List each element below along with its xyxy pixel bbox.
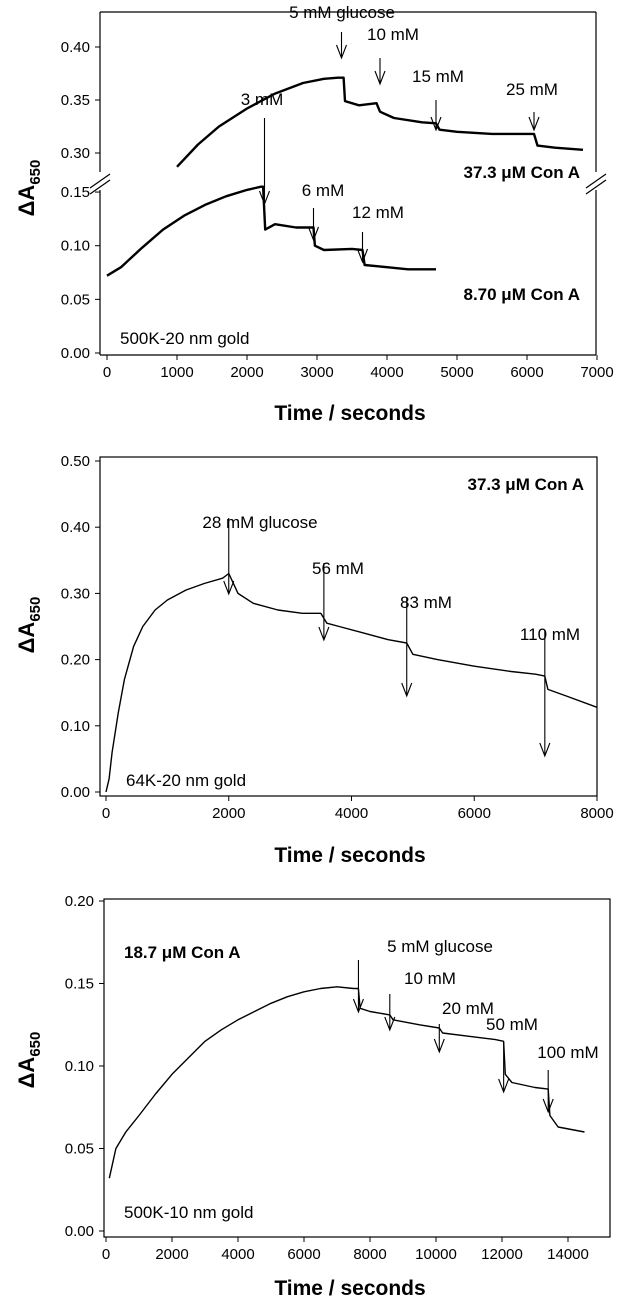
chart3-x-axis-title: Time / seconds <box>274 1277 425 1300</box>
chart2-event-label-1: 56 mM <box>312 559 364 578</box>
chart1-y-tick-label-lower-1: 0.10 <box>61 238 90 255</box>
chart1-upper-event-arrow-0 <box>335 32 348 60</box>
chart2-y-tick-label-3: 0.30 <box>61 585 90 602</box>
chart1-lower-event-arrow-0 <box>258 118 271 206</box>
chart2-x-tick-label-1: 2000 <box>212 805 245 822</box>
chart1-y-axis-title: ΔA650 <box>14 160 44 217</box>
chart2-y-axis-title: ΔA650 <box>14 597 44 654</box>
chart1-upper-event-label-1: 10 mM <box>367 25 419 44</box>
chart3-event-label-0: 5 mM glucose <box>387 937 493 956</box>
chart1-x-tick-label-3: 3000 <box>300 364 333 381</box>
chart1-upper-event-label-2: 15 mM <box>412 67 464 86</box>
chart2-event-arrow-2 <box>401 598 413 698</box>
chart3-x-tick-label-3: 6000 <box>287 1246 320 1263</box>
chart1-series-lower-line <box>106 185 436 277</box>
chart3-event-label-2: 20 mM <box>442 999 494 1018</box>
chart3-x-tick-label-1: 2000 <box>155 1246 188 1263</box>
chart2-y-tick-label-5: 0.50 <box>61 453 90 470</box>
chart1-y-tick-label-upper-2: 0.35 <box>61 92 90 109</box>
chart3-event-label-4: 100 mM <box>537 1043 598 1062</box>
chart2-event-arrow-0 <box>223 518 235 596</box>
chart3-series-label: 18.7 μM Con A <box>124 943 241 962</box>
chart3-y-axis-title: ΔA650 <box>14 1032 44 1089</box>
chart2-event-arrow-1 <box>318 563 330 642</box>
chart1-sample-label: 500K-20 nm gold <box>120 329 249 348</box>
chart3-x-tick-label-5: 10000 <box>415 1246 457 1263</box>
chart2-x-tick-label-3: 6000 <box>458 805 491 822</box>
chart1-x-tick-label-1: 1000 <box>160 364 193 381</box>
chart1-series-upper-line <box>176 76 584 168</box>
chart2-series-label: 37.3 μM Con A <box>467 475 584 494</box>
chart1-x-tick-label-4: 4000 <box>370 364 403 381</box>
chart3-x-tick-label-4: 8000 <box>353 1246 386 1263</box>
chart1-axis-break-left <box>89 173 111 195</box>
chart1-axis-break-right <box>585 173 607 195</box>
chart3-x-tick-label-2: 4000 <box>221 1246 254 1263</box>
chart1-y-tick-label-upper-0: 0.45 <box>61 0 90 3</box>
chart3-event-arrow-3 <box>498 1042 510 1094</box>
chart1-y-tick-label-lower-0: 0.15 <box>61 184 90 201</box>
chart2-y-tick-label-4: 0.40 <box>61 519 90 536</box>
chart2-y-tick-label-0: 0.00 <box>61 784 90 801</box>
chart2-y-tick-label-1: 0.10 <box>61 718 90 735</box>
chart2-event-arrow-3 <box>539 630 551 758</box>
chart3-event-label-1: 10 mM <box>404 969 456 988</box>
chart1-x-tick-label-2: 2000 <box>230 364 263 381</box>
chart2-series-line <box>105 572 598 793</box>
chart1-series-lower-label: 8.70 μM Con A <box>463 285 580 304</box>
chart1-x-tick-label-7: 7000 <box>580 364 613 381</box>
chart3-plot-frame <box>103 898 611 1238</box>
chart1-y-tick-label-upper-1: 0.40 <box>61 39 90 56</box>
chart1-upper-event-arrow-1 <box>374 58 386 86</box>
chart3-event-arrow-1 <box>384 994 396 1032</box>
chart1-upper-event-label-0: 5 mM glucose <box>289 3 395 22</box>
chart2-x-tick-label-4: 8000 <box>580 805 613 822</box>
chart3-event-arrow-4 <box>542 1070 554 1114</box>
chart2-x-axis-title: Time / seconds <box>274 844 425 867</box>
chart1-y-tick-label-upper-3: 0.30 <box>61 145 90 162</box>
chart2-x-tick-label-0: 0 <box>102 805 110 822</box>
chart2-sample-label: 64K-20 nm gold <box>126 771 246 790</box>
chart1-upper-event-label-3: 25 mM <box>506 80 558 99</box>
chart2-plot-frame <box>99 456 598 797</box>
chart2-x-tick-label-2: 4000 <box>335 805 368 822</box>
chart3-event-label-3: 50 mM <box>486 1015 538 1034</box>
chart1-y-tick-label-lower-2: 0.05 <box>61 291 90 308</box>
chart3-x-tick-label-0: 0 <box>102 1246 110 1263</box>
chart3-x-tick-label-7: 14000 <box>547 1246 589 1263</box>
chart1-series-upper-label: 37.3 μM Con A <box>463 163 580 182</box>
chart3-y-tick-label-3: 0.15 <box>65 976 94 993</box>
chart1-lower-event-arrow-1 <box>307 208 320 242</box>
chart3-y-tick-label-1: 0.05 <box>65 1141 94 1158</box>
chart1-upper-event-arrow-3 <box>528 112 540 132</box>
chart2-event-label-0: 28 mM glucose <box>202 513 317 532</box>
chart1-x-axis-title: Time / seconds <box>274 402 425 425</box>
chart2-event-label-2: 83 mM <box>400 593 452 612</box>
chart1-x-tick-label-6: 6000 <box>510 364 543 381</box>
chart1-x-tick-label-0: 0 <box>103 364 111 381</box>
chart1-x-tick-label-5: 5000 <box>440 364 473 381</box>
chart3-event-arrow-2 <box>433 1024 445 1054</box>
chart1-upper-event-arrow-2 <box>430 100 442 132</box>
chart1-lower-event-label-0: 3 mM <box>241 90 284 109</box>
chart1-y-tick-label-lower-3: 0.00 <box>61 345 90 362</box>
chart3-x-tick-label-6: 12000 <box>481 1246 523 1263</box>
chart1-lower-event-label-1: 6 mM <box>302 181 345 200</box>
chart1-lower-event-label-2: 12 mM <box>352 203 404 222</box>
chart3-y-tick-label-4: 0.20 <box>65 893 94 910</box>
chart1-lower-event-arrow-2 <box>356 232 369 264</box>
chart2-event-label-3: 110 mM <box>520 625 580 644</box>
chart3-sample-label: 500K-10 nm gold <box>124 1203 253 1222</box>
chart3-y-tick-label-2: 0.10 <box>65 1058 94 1075</box>
chart3-y-tick-label-0: 0.00 <box>65 1223 94 1240</box>
chart2-y-tick-label-2: 0.20 <box>61 652 90 669</box>
chart3-event-arrow-0 <box>352 960 364 1014</box>
